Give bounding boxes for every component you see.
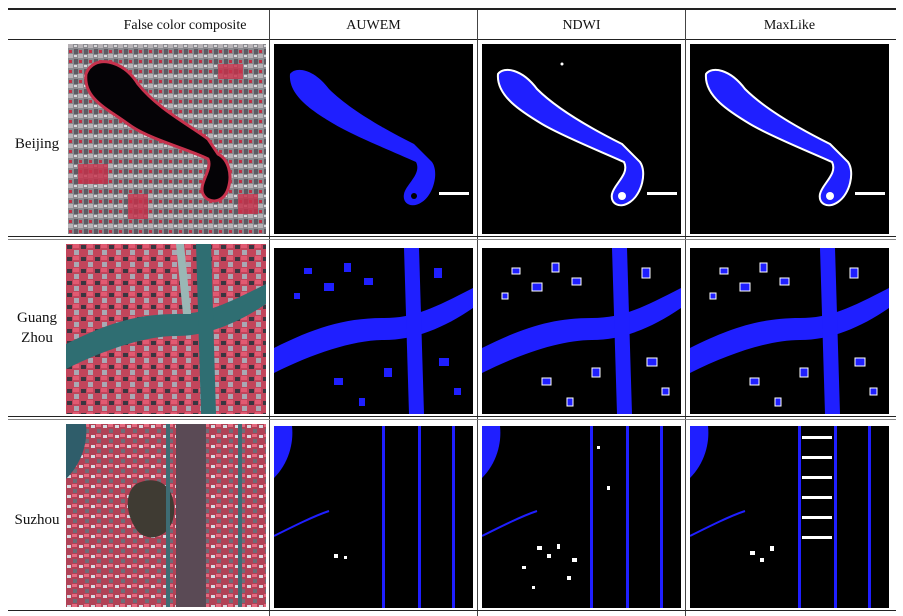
col-separator-2 [477,10,478,616]
mask-beijing-auwem [274,44,473,234]
image-guangzhou-false-color [66,244,266,414]
row-label-guangzhou: Guang Zhou [8,308,66,348]
row-separator-2b [8,419,896,420]
mask-suzhou-auwem [274,426,473,608]
header-false-color: False color composite [123,18,247,33]
header-ndwi: NDWI [562,18,601,33]
mask-guangzhou-maxlike [690,248,889,414]
table-top-rule [8,8,896,10]
row-label-line: Guang [17,310,57,326]
header-bottom-rule [8,39,896,41]
mask-beijing-ndwi [482,44,681,234]
row-separator-1b [8,239,896,240]
row-label-line: Beijing [14,136,60,152]
mask-suzhou-maxlike [690,426,889,608]
row-separator-2 [8,416,896,417]
row-separator-3 [8,610,896,611]
mask-beijing-maxlike [690,44,889,234]
row-label-line: Zhou [21,330,53,346]
row-separator-1 [8,236,896,237]
row-label-line: Suzhou [14,512,60,528]
image-beijing-false-color [68,44,266,234]
mask-guangzhou-auwem [274,248,473,414]
col-separator-3 [685,10,686,616]
row-label-beijing: Beijing [8,134,66,154]
header-maxlike: MaxLike [763,18,816,33]
col-separator-1 [269,10,270,616]
header-auwem: AUWEM [346,18,401,33]
mask-guangzhou-ndwi [482,248,681,414]
image-suzhou-false-color [66,424,266,607]
row-label-suzhou: Suzhou [8,510,66,530]
mask-suzhou-ndwi [482,426,681,608]
